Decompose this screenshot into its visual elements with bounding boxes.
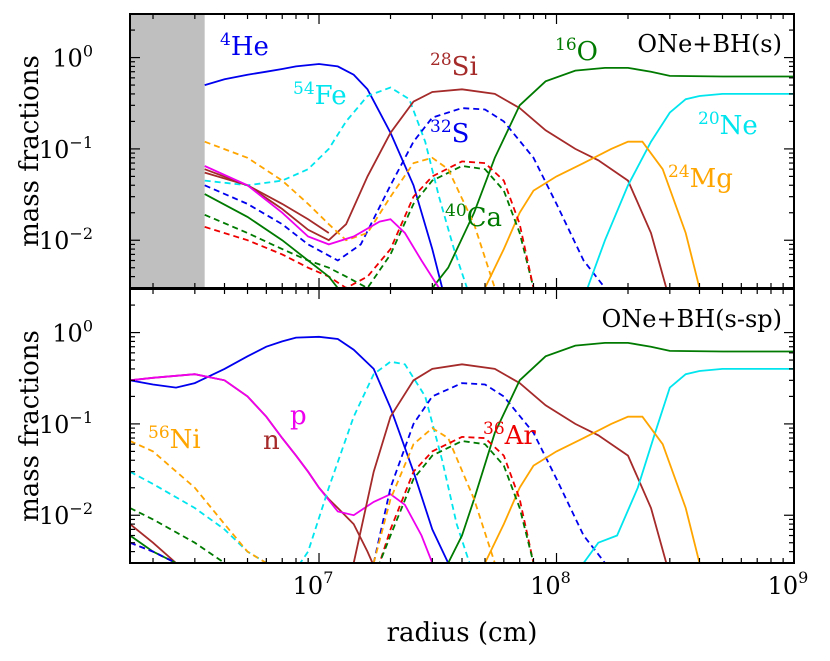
ticks-bottom: 100 10−1 10−2 — [39, 288, 795, 564]
x-tick-label: 107 — [293, 568, 334, 600]
label-ar36: 36Ar — [483, 419, 536, 451]
y-tick-label: 100 — [52, 317, 93, 348]
ylabel-top: mass fractions — [15, 55, 45, 247]
series-line-ni56 — [130, 440, 267, 563]
series-line-ni56 — [204, 140, 496, 288]
series-line-fe54 — [130, 360, 471, 563]
x-tick-label: 108 — [530, 568, 571, 600]
x-tick-labels: 107 108 109 — [293, 568, 809, 600]
y-tick-label: 10−2 — [39, 224, 93, 255]
label-n: n — [263, 426, 280, 456]
panel-title-bottom: ONe+BH(s-sp) — [602, 305, 782, 333]
label-ca40: 40Ca — [445, 201, 502, 233]
label-o16: 16O — [555, 35, 598, 67]
panel-top: 100 10−1 10−2 ONe+BH(s) mass fractions 4He… — [15, 13, 795, 289]
series-line-ca40 — [130, 440, 535, 563]
y-tick-label: 10−1 — [39, 133, 93, 164]
series-line-he4 — [130, 335, 450, 563]
series-line-fe54 — [204, 86, 468, 288]
series-group-top — [204, 63, 794, 288]
series-line-mg24-d — [372, 426, 496, 563]
label-mg24: 24Mg — [668, 162, 733, 194]
series-line-o16-s — [204, 193, 339, 288]
label-si28: 28Si — [430, 50, 478, 82]
series-line-p — [130, 373, 434, 563]
series-line-ne20 — [582, 368, 794, 563]
series-line-o16-s — [130, 534, 179, 563]
label-he4: 4He — [220, 30, 269, 62]
series-line-si28 — [352, 363, 668, 563]
y-tick-label: 100 — [52, 42, 93, 73]
xlabel: radius (cm) — [387, 618, 538, 648]
shaded-region — [130, 14, 205, 288]
series-line-ar36 — [130, 435, 535, 563]
label-s32: 32S — [430, 117, 469, 149]
label-ne20: 20Ne — [698, 109, 758, 141]
series-line-s32 — [204, 107, 606, 288]
y-tick-label: 10−1 — [39, 408, 93, 439]
ticks-top: 100 10−1 10−2 — [39, 13, 795, 289]
x-tick-label: 109 — [768, 568, 809, 600]
series-line-ne20 — [586, 93, 794, 288]
panel-title-top: ONe+BH(s) — [637, 30, 782, 58]
series-line-si28-s — [204, 171, 330, 234]
series-line-o16 — [431, 67, 794, 288]
series-line-s32 — [372, 382, 606, 563]
series-line-s32-s — [130, 541, 179, 563]
series-line-si28-s — [130, 523, 179, 563]
series-line-si28 — [204, 88, 668, 288]
y-tick-label: 10−2 — [39, 499, 93, 530]
ylabel-bottom: mass fractions — [15, 330, 45, 522]
series-line-ca40 — [204, 165, 535, 288]
series-line-he4 — [204, 63, 444, 288]
label-p: p — [290, 401, 307, 431]
series-group-bottom — [130, 335, 794, 563]
label-fe54: 54Fe — [293, 79, 347, 111]
series-line-ar36 — [204, 160, 535, 288]
series-line-p — [204, 165, 441, 288]
label-ni56: 56Ni — [148, 423, 201, 455]
